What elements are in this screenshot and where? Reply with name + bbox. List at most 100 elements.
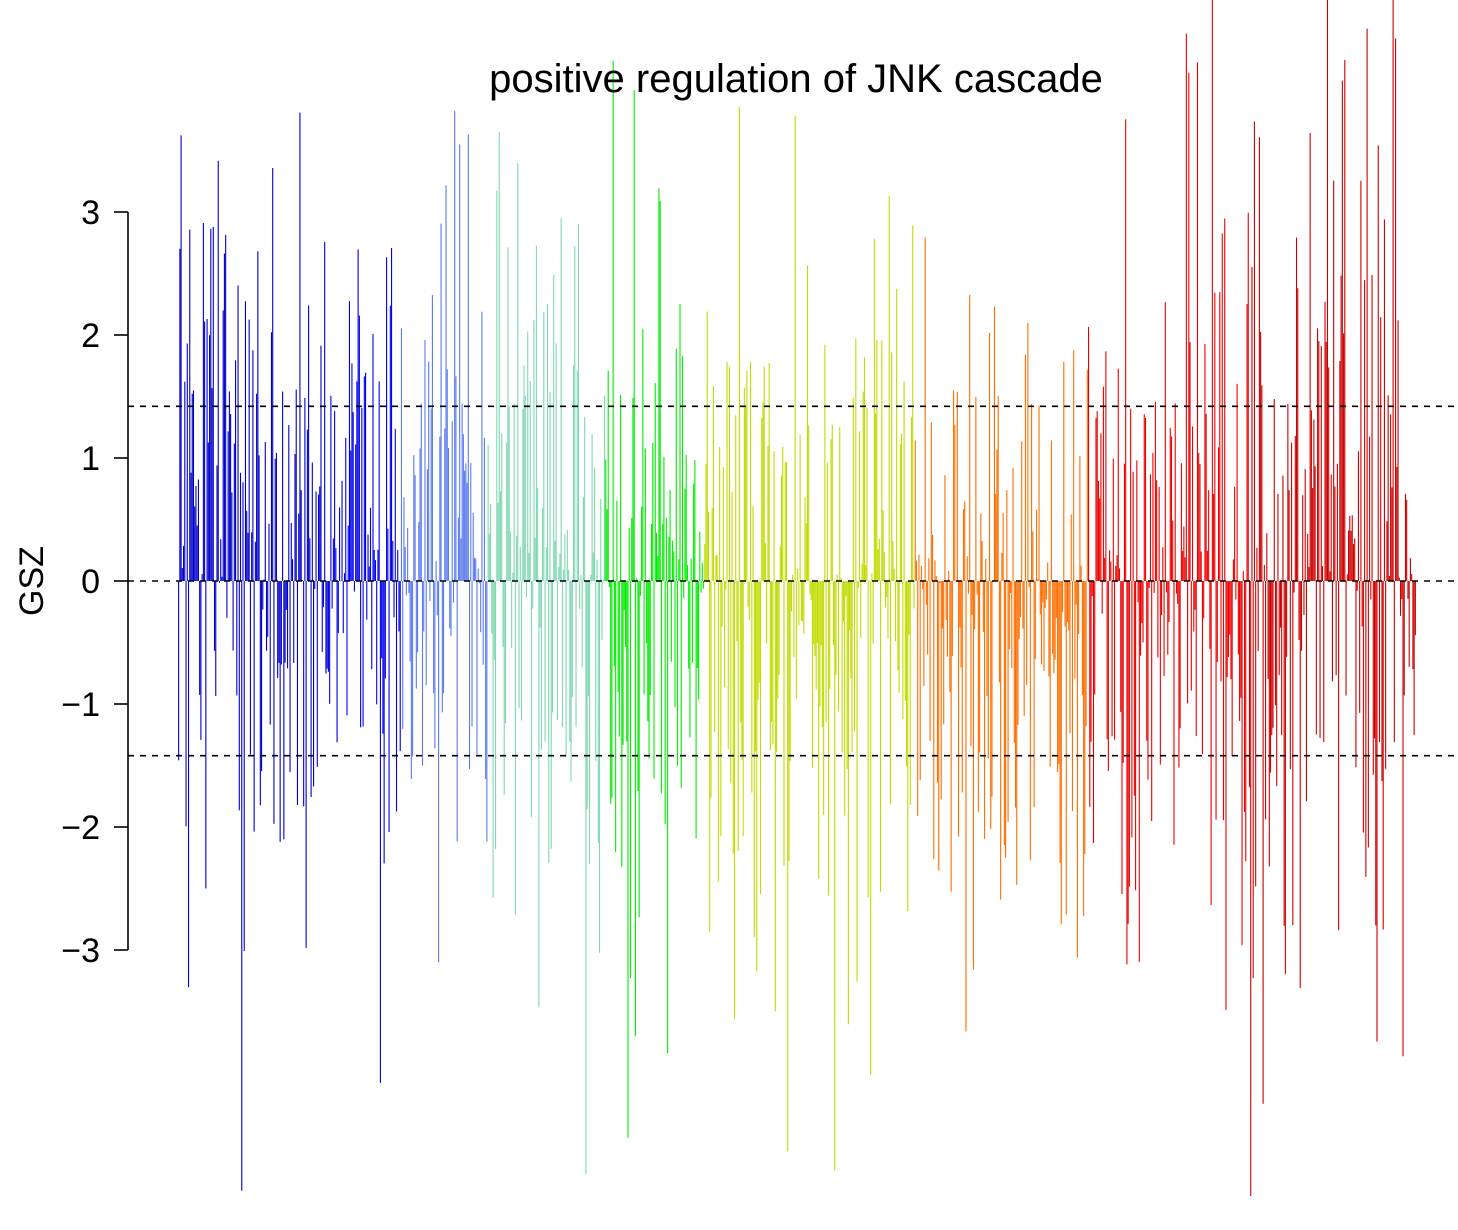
bar-group-7 (977, 581, 979, 812)
bar-group-8 (1231, 581, 1233, 756)
bar-group-9 (1409, 558, 1411, 581)
bar-group-9 (1378, 581, 1381, 743)
bar-group-9 (1375, 581, 1377, 926)
bar-group-4 (561, 581, 563, 727)
bar-group-4 (585, 581, 587, 1175)
bar-group-1 (309, 538, 311, 581)
bar-group-9 (1367, 581, 1369, 848)
bar-group-5 (615, 581, 617, 853)
bar-group-3 (414, 475, 416, 581)
bar-group-9 (1255, 581, 1257, 887)
bar-group-6 (830, 439, 832, 581)
bar-group-8 (1239, 581, 1241, 721)
bar-group-4 (497, 502, 499, 581)
bar-group-9 (1333, 180, 1335, 581)
bar-group-9 (1318, 341, 1320, 581)
bar-group-3 (433, 581, 435, 694)
bar-group-9 (1371, 274, 1373, 581)
bar-group-8 (1153, 581, 1155, 593)
bar-group-2 (372, 333, 374, 581)
bar-group-7 (970, 581, 972, 747)
bar-group-1 (321, 581, 323, 652)
bar-group-9 (1361, 581, 1363, 627)
bar-group-1 (310, 581, 312, 797)
bar-group-7 (964, 501, 966, 581)
bar-group-6 (815, 581, 817, 690)
bar-group-6 (860, 581, 862, 638)
bar-group-6 (736, 581, 738, 642)
bar-group-4 (528, 552, 530, 581)
bar-group-4 (568, 570, 570, 581)
bar-group-8 (1104, 557, 1106, 581)
bar-group-6 (751, 581, 753, 793)
bar-group-3 (482, 581, 484, 665)
bar-group-9 (1345, 581, 1347, 696)
bar-group-4 (566, 530, 568, 581)
bar-group-9 (1414, 581, 1416, 636)
bar-group-5 (610, 581, 612, 804)
bar-group-4 (546, 303, 549, 581)
bar-group-1 (233, 443, 235, 581)
bar-group-5 (691, 581, 693, 663)
bar-group-5 (612, 60, 614, 582)
bar-group-2 (342, 581, 344, 634)
bar-group-8 (1241, 581, 1243, 946)
bar-group-8 (1130, 408, 1132, 581)
bar-group-9 (1347, 530, 1350, 581)
bar-group-4 (596, 559, 598, 581)
bar-group-9 (1364, 279, 1366, 581)
bar-group-2 (335, 548, 337, 581)
bar-group-6 (894, 581, 896, 642)
bar-group-9 (1346, 574, 1348, 581)
bar-group-6 (752, 505, 754, 581)
bar-group-3 (454, 110, 456, 581)
bar-group-1 (218, 581, 221, 583)
bar-group-5 (628, 527, 630, 581)
bar-group-9 (1408, 581, 1410, 667)
bar-group-6 (870, 581, 872, 1075)
bar-group-8 (1122, 581, 1124, 763)
bar-group-1 (228, 391, 230, 581)
bar-group-9 (1329, 571, 1331, 581)
bar-group-4 (602, 579, 604, 581)
bar-group-8 (1112, 458, 1114, 581)
bar-group-5 (642, 328, 644, 581)
bar-group-8 (1180, 463, 1182, 581)
bar-group-6 (711, 507, 713, 581)
bar-group-1 (242, 482, 244, 581)
bar-group-5 (667, 581, 669, 1054)
bar-group-3 (435, 561, 437, 581)
bar-group-5 (657, 556, 659, 581)
bar-group-8 (1195, 581, 1197, 737)
bar-group-9 (1388, 575, 1390, 581)
bar-group-3 (410, 581, 412, 780)
bar-group-9 (1396, 466, 1398, 581)
bar-group-1 (324, 241, 326, 581)
bar-group-2 (330, 395, 332, 581)
bar-group-6 (726, 361, 728, 581)
bar-group-2 (336, 581, 338, 743)
bar-group-7 (925, 581, 927, 605)
bar-group-7 (1076, 581, 1078, 958)
bar-group-9 (1350, 530, 1352, 581)
bar-group-7 (934, 560, 936, 581)
bar-group-9 (1252, 581, 1254, 978)
bar-group-6 (797, 568, 799, 581)
bar-group-4 (594, 467, 596, 581)
bar-group-2 (346, 581, 348, 716)
bar-group-9 (1258, 137, 1260, 581)
bar-group-9 (1309, 132, 1311, 582)
bar-group-4 (488, 533, 490, 581)
bar-group-6 (889, 581, 892, 805)
bar-group-2 (374, 560, 377, 581)
bar-group-8 (1209, 581, 1211, 649)
bar-group-9 (1391, 487, 1393, 581)
bar-group-8 (1216, 581, 1218, 663)
bar-group-4 (530, 581, 532, 818)
bar-group-2 (329, 581, 331, 704)
bar-group-7 (1011, 581, 1013, 669)
bar-group-4 (592, 552, 594, 581)
bar-group-7 (1052, 581, 1054, 654)
bar-group-4 (550, 581, 552, 849)
bar-group-8 (1163, 581, 1165, 676)
